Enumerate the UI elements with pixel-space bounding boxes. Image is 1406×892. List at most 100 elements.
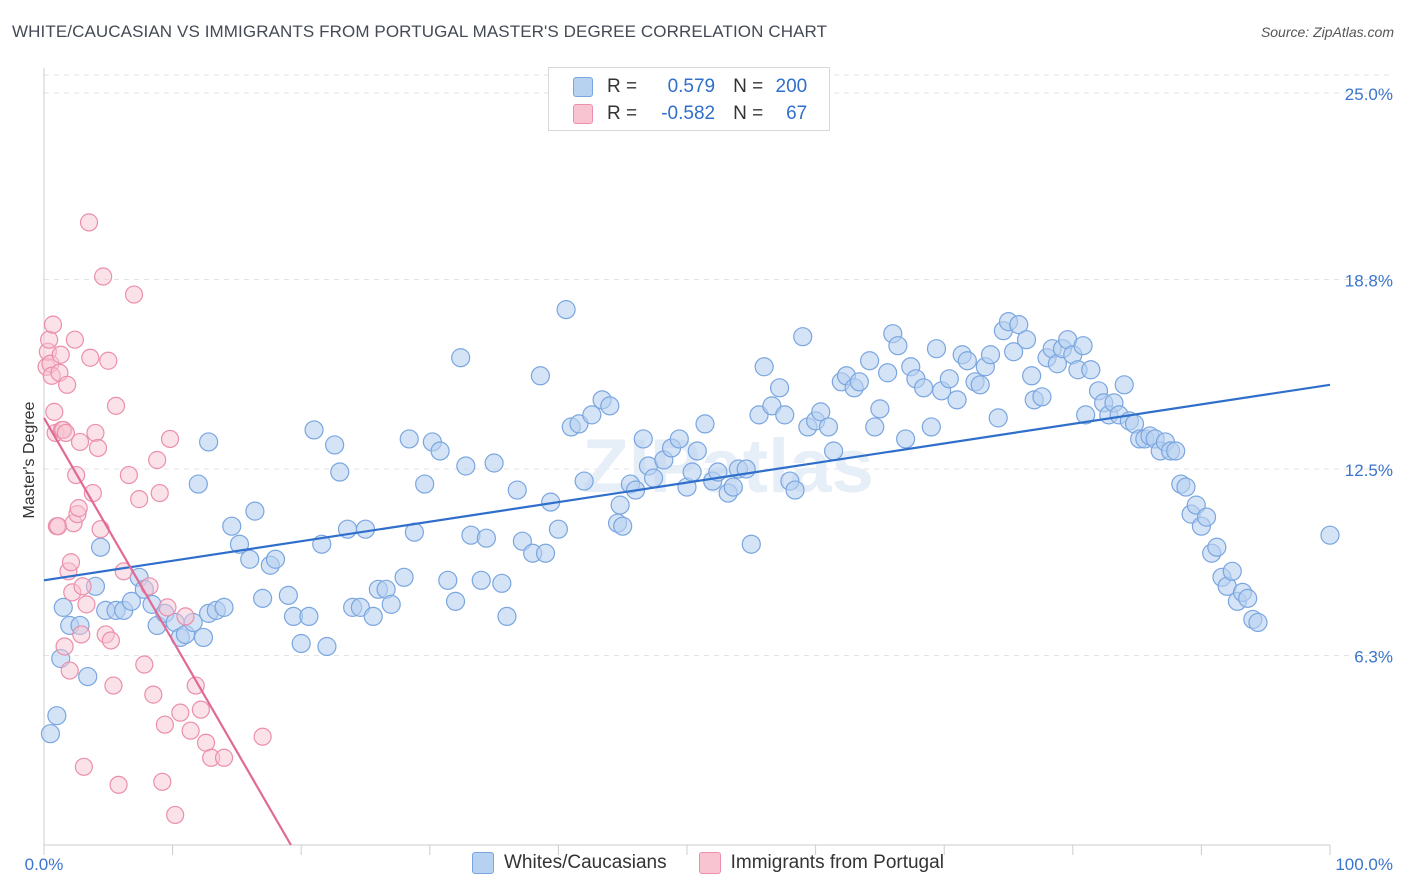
chart-title: WHITE/CAUCASIAN VS IMMIGRANTS FROM PORTU… [12, 22, 828, 41]
point-portugal [130, 490, 149, 509]
point-whites [299, 606, 319, 627]
point-portugal [135, 655, 154, 674]
point-whites [507, 480, 527, 500]
point-whites [957, 351, 977, 371]
series-legend-label: Immigrants from Portugal [730, 852, 944, 873]
legend-row-portugal: R = -0.582 N = 67 [573, 102, 807, 126]
point-whites [643, 468, 664, 488]
series-legend-whites: Whites/Caucasians [472, 852, 667, 874]
point-portugal [81, 348, 100, 367]
point-whites [530, 366, 550, 386]
point-portugal [214, 748, 234, 767]
point-portugal [70, 432, 90, 452]
point-whites [921, 417, 941, 437]
point-whites [682, 462, 702, 482]
trendline-portugal [43, 417, 292, 846]
point-portugal [91, 520, 110, 539]
point-whites [613, 516, 633, 536]
point-portugal [94, 267, 113, 286]
point-whites [811, 402, 831, 422]
point-portugal [88, 438, 108, 458]
point-whites [317, 636, 337, 657]
point-portugal [65, 330, 84, 349]
point-whites [1207, 537, 1227, 557]
point-portugal [45, 402, 64, 421]
point-whites [793, 327, 813, 347]
point-whites [78, 666, 98, 687]
point-whites [769, 378, 790, 398]
legend-r-label: R = [607, 103, 638, 124]
legend-swatch-pink [698, 852, 721, 874]
point-whites [1076, 405, 1096, 425]
point-whites [824, 441, 844, 461]
point-whites [556, 300, 576, 320]
point-portugal [40, 330, 59, 349]
point-whites [878, 363, 898, 383]
point-whites [381, 594, 401, 614]
point-whites [754, 357, 774, 377]
point-portugal [124, 285, 144, 304]
point-whites [939, 369, 959, 389]
point-whites [1022, 366, 1042, 386]
legend-swatch-blue [472, 852, 494, 874]
point-portugal [106, 396, 126, 415]
point-whites [430, 441, 450, 461]
point-whites [1009, 315, 1029, 335]
point-whites [492, 573, 512, 593]
legend-swatch-blue [573, 77, 593, 97]
point-whites [278, 585, 298, 605]
y-tick-label: 18.8% [1345, 272, 1393, 291]
point-whites [445, 591, 466, 611]
x-tick-label: 0.0% [25, 855, 64, 874]
point-portugal [176, 607, 195, 626]
point-whites [438, 570, 458, 590]
point-whites [888, 336, 908, 356]
point-whites [980, 345, 1001, 365]
point-portugal [99, 351, 118, 370]
point-whites [330, 462, 350, 482]
point-whites [497, 606, 517, 627]
series-legend: Whites/Caucasians Immigrants from Portug… [472, 852, 976, 874]
point-portugal [196, 733, 216, 752]
point-whites [456, 456, 476, 476]
point-whites [1320, 525, 1340, 545]
point-portugal [171, 703, 190, 722]
point-whites [988, 408, 1008, 428]
point-whites [47, 706, 67, 726]
point-whites [1248, 612, 1268, 633]
point-portugal [160, 429, 180, 449]
legend-r-value: -0.582 [661, 103, 716, 124]
point-whites [849, 372, 869, 392]
point-portugal [140, 577, 159, 596]
point-portugal [72, 625, 91, 644]
point-whites [291, 633, 311, 654]
point-portugal [51, 345, 70, 364]
legend-n-label: N = [733, 103, 764, 124]
legend-row-whites: R = 0.579 N = 200 [573, 75, 807, 99]
point-whites [669, 429, 689, 449]
point-portugal [60, 661, 79, 680]
point-portugal [150, 483, 169, 503]
point-portugal [153, 772, 172, 791]
point-whites [1004, 342, 1024, 362]
legend-n-value: 200 [775, 76, 808, 97]
point-whites [451, 348, 471, 368]
point-whites [775, 405, 795, 425]
point-whites [363, 606, 383, 627]
source-label: Source: ZipAtlas.com [1260, 24, 1394, 40]
point-whites [1238, 588, 1258, 608]
point-portugal [49, 517, 68, 536]
point-portugal [69, 499, 88, 518]
point-portugal [191, 700, 210, 719]
point-whites [325, 435, 345, 455]
point-portugal [148, 450, 167, 470]
point-whites [40, 724, 61, 744]
point-whites [865, 417, 885, 437]
point-whites [1176, 477, 1196, 497]
point-whites [741, 534, 761, 554]
point-whites [582, 405, 602, 425]
point-portugal [181, 721, 200, 740]
point-whites [633, 429, 653, 449]
point-whites [229, 534, 250, 554]
